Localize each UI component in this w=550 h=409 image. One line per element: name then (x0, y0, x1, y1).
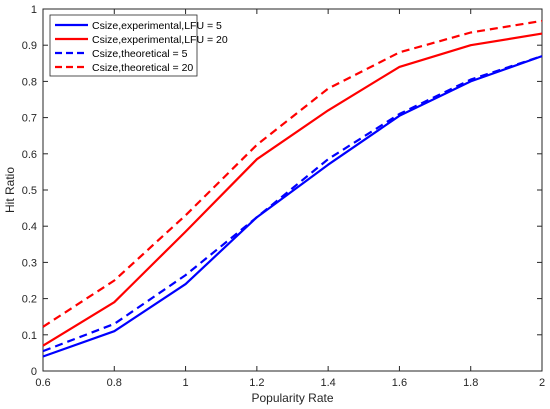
x-tick-label: 1.8 (463, 377, 478, 389)
legend-label: Csize,experimental,LFU = 5 (92, 20, 222, 32)
y-tick-label: 0.4 (22, 221, 37, 233)
x-tick-label: 1 (183, 377, 189, 389)
x-tick-label: 1.4 (320, 377, 335, 389)
y-tick-label: 0.5 (22, 185, 37, 197)
y-tick-label: 0.3 (22, 257, 37, 269)
x-tick-label: 1.2 (249, 377, 264, 389)
series-line-3 (42, 55, 543, 353)
legend-label: Csize,experimental,LFU = 20 (92, 34, 228, 46)
x-tick-label: 0.8 (107, 377, 122, 389)
legend: Csize,experimental,LFU = 5 Csize,experime… (49, 14, 228, 77)
y-axis-label: Hit Ratio (3, 167, 17, 213)
legend-label: Csize,theoretical = 5 (92, 48, 188, 60)
y-tick-label: 0.7 (22, 113, 37, 125)
series-line-2 (42, 32, 543, 347)
x-tick-label: 0.6 (35, 377, 50, 389)
series-line-4 (42, 19, 543, 328)
legend-label: Csize,theoretical = 20 (92, 62, 193, 74)
series-lines (42, 19, 543, 358)
y-tick-label: 1 (31, 4, 37, 16)
y-tick-label: 0.1 (22, 330, 37, 342)
y-tick-label: 0.2 (22, 294, 37, 306)
y-tick-label: 0.6 (22, 149, 37, 161)
y-tick-label: 0.9 (22, 40, 37, 52)
y-tick-label: 0.8 (22, 76, 37, 88)
x-tick-label: 1.6 (392, 377, 407, 389)
axis-ticks: 0.6 0.8 1 1.2 1.4 1.6 1.8 2 0 0.1 0.2 0.3 0.4 0.5 0.6 0… (22, 4, 545, 389)
series-line-1 (42, 55, 543, 358)
x-axis-label: Popularity Rate (251, 391, 333, 405)
y-tick-label: 0 (31, 366, 37, 378)
x-tick-label: 2 (539, 377, 545, 389)
